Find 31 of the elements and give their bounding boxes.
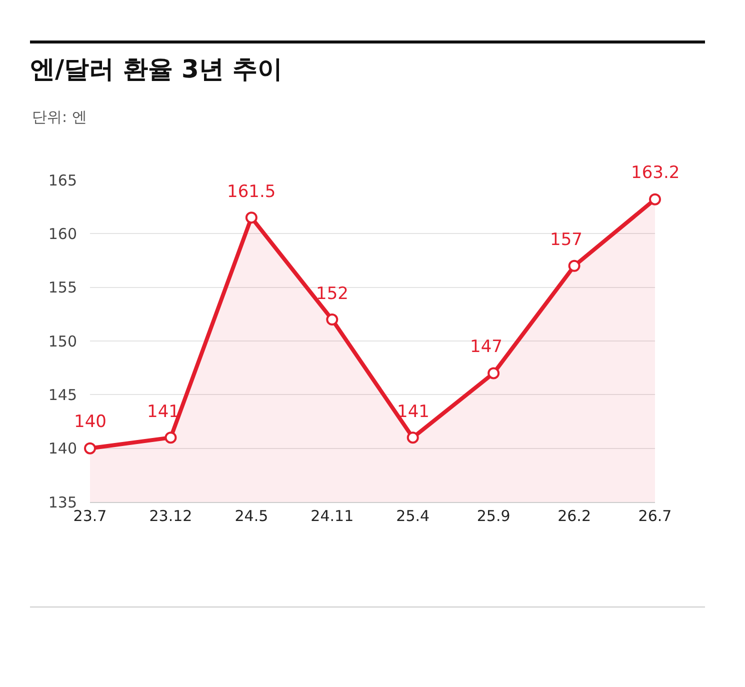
point [568,260,580,272]
x-tick-label: 23.12 [149,507,192,525]
x-tick-label: 24.11 [310,507,354,525]
point [488,367,500,380]
point [84,442,96,454]
y-tick-label: 140 [48,440,77,458]
data-label: 140 [74,412,106,432]
chart-title: 엔/달러 환율 3년 추이 [30,54,283,84]
y-tick-label: 160 [48,224,77,243]
x-tick-label: 25.4 [396,507,430,525]
x-tick-label: 25.9 [476,507,510,525]
y-tick-label: 165 [48,171,77,190]
data-label: 141 [147,402,180,422]
data-label: 147 [470,337,502,357]
data-label: 163.2 [631,163,680,183]
chart-subtitle: 단위: 엔 [32,108,87,126]
point [406,432,419,444]
point [649,193,661,206]
y-tick-label: 155 [48,278,77,297]
data-label: 161.5 [227,182,276,202]
point [245,212,258,224]
data-label: 152 [316,284,348,304]
point [164,432,177,444]
x-tick-label: 24.5 [234,507,268,525]
y-tick-label: 145 [48,386,77,404]
x-tick-label: 26.2 [558,507,591,525]
data-label: 157 [550,230,582,250]
y-tick-label: 150 [48,332,77,350]
point [326,314,338,326]
data-label: 141 [397,402,430,422]
x-tick-label: 26.7 [638,507,672,525]
